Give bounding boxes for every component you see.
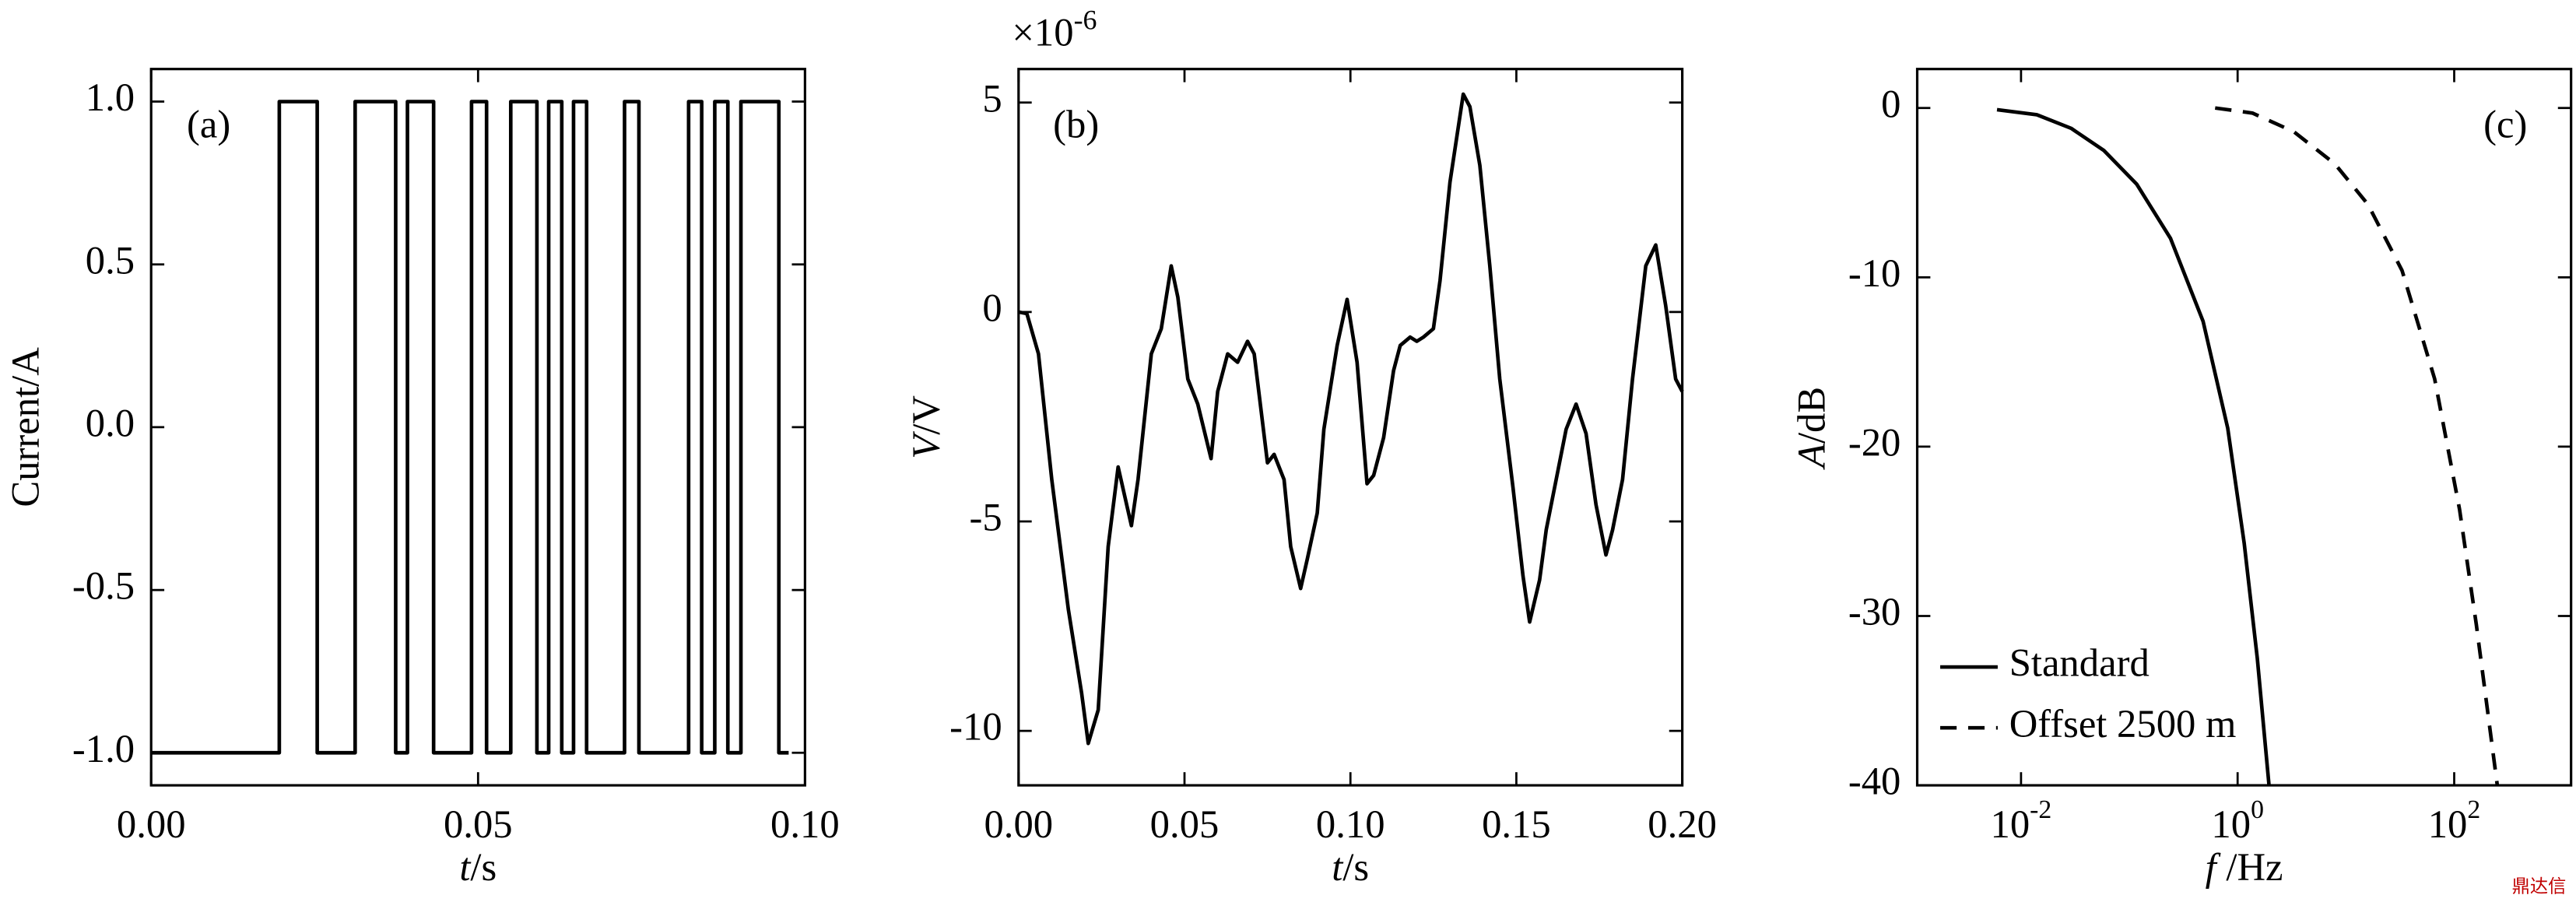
x-axis-label: t/s	[1332, 844, 1369, 888]
y-tick-label: -40	[1848, 760, 1901, 803]
x-tick-label: 0.10	[1316, 802, 1385, 846]
x-tick-label-text: 10	[2428, 802, 2468, 846]
y-tick-label: -10	[949, 705, 1002, 749]
y-tick-label: -1.0	[72, 727, 135, 770]
x-axis-label-unit: /s	[1342, 844, 1369, 888]
x-tick-label: 0.05	[1150, 802, 1220, 846]
panel-label: (a)	[187, 102, 230, 146]
y-tick-label: -20	[1848, 421, 1901, 465]
x-tick-label-exponent: 0	[2251, 795, 2264, 824]
x-tick-label-text: 0.05	[1150, 802, 1220, 846]
data-line	[1996, 107, 2271, 786]
data-line	[151, 100, 789, 755]
x-tick-label: 0.10	[770, 802, 840, 846]
legend-label: Offset 2500 m	[2009, 702, 2237, 746]
multiplier-base: ×10	[1012, 10, 1073, 54]
legend-label: Standard	[2009, 641, 2150, 685]
y-tick-label: -0.5	[72, 564, 135, 608]
x-tick-label-text: 0.00	[117, 802, 186, 846]
x-tick-label-text: 0.00	[984, 802, 1053, 846]
y-axis-label: V/V	[904, 395, 947, 459]
plot-frame	[1915, 68, 2573, 787]
x-tick-label-text: 0.15	[1482, 802, 1551, 846]
y-tick-label: -10	[1848, 251, 1901, 295]
y-tick-label: -5	[969, 496, 1002, 539]
x-tick-label: 100	[2211, 795, 2264, 846]
axis-multiplier: ×10-6	[1012, 5, 1097, 54]
y-tick-label: 0	[982, 286, 1002, 330]
y-tick-label: -30	[1848, 590, 1901, 634]
y-axis-label: Current/A	[4, 347, 47, 507]
y-axis-label-symbol: A	[1789, 443, 1833, 470]
x-tick-label: 0.05	[444, 802, 513, 846]
x-tick-label: 102	[2428, 795, 2481, 846]
y-tick-label: 5	[982, 76, 1002, 120]
y-axis-label-unit: /V	[904, 395, 947, 435]
multiplier-exponent: -6	[1074, 5, 1097, 36]
x-axis-label-symbol: t	[459, 844, 472, 888]
x-tick-label-text: 10	[2211, 802, 2251, 846]
x-tick-label: 0.15	[1482, 802, 1551, 846]
y-axis-label-symbol: V	[904, 431, 947, 459]
x-axis-label-unit: /Hz	[2216, 844, 2283, 888]
x-axis-label: t/s	[459, 844, 497, 888]
x-tick-label-text: 10	[1990, 802, 2030, 846]
x-tick-label-text: 0.05	[444, 802, 513, 846]
x-tick-label-text: 0.10	[1316, 802, 1385, 846]
x-tick-label-text: 0.20	[1648, 802, 1717, 846]
watermark: 鼎达信	[2512, 876, 2567, 897]
plot-frame	[149, 68, 806, 787]
x-tick-label: 0.00	[984, 802, 1053, 846]
y-tick-label: 0	[1881, 82, 1900, 125]
data-line	[2214, 106, 2500, 786]
x-tick-label: 10-2	[1990, 795, 2051, 846]
y-tick-label: 0.0	[86, 402, 135, 445]
x-tick-label: 0.20	[1648, 802, 1717, 846]
x-axis-label: f /Hz	[2206, 844, 2283, 888]
x-axis-label-symbol: t	[1332, 844, 1344, 888]
x-tick-label-exponent: -2	[2030, 795, 2051, 824]
x-tick-label: 0.00	[117, 802, 186, 846]
y-tick-label: 0.5	[86, 238, 135, 282]
panel-label: (c)	[2483, 102, 2527, 146]
y-axis-label-unit: /dB	[1789, 387, 1833, 444]
panel-label: (b)	[1053, 102, 1099, 146]
data-line	[1018, 92, 1684, 746]
x-tick-label-exponent: 2	[2467, 795, 2480, 824]
y-axis-label: A/dB	[1789, 387, 1833, 470]
y-tick-label: 1.0	[86, 75, 135, 119]
x-tick-label-text: 0.10	[770, 802, 840, 846]
x-axis-label-unit: /s	[470, 844, 497, 888]
